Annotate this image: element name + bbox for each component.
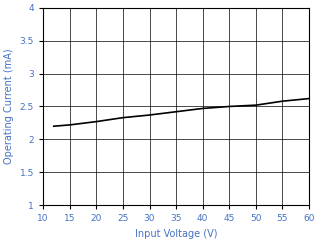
Y-axis label: Operating Current (mA): Operating Current (mA) — [4, 49, 14, 164]
X-axis label: Input Voltage (V): Input Voltage (V) — [135, 229, 217, 239]
